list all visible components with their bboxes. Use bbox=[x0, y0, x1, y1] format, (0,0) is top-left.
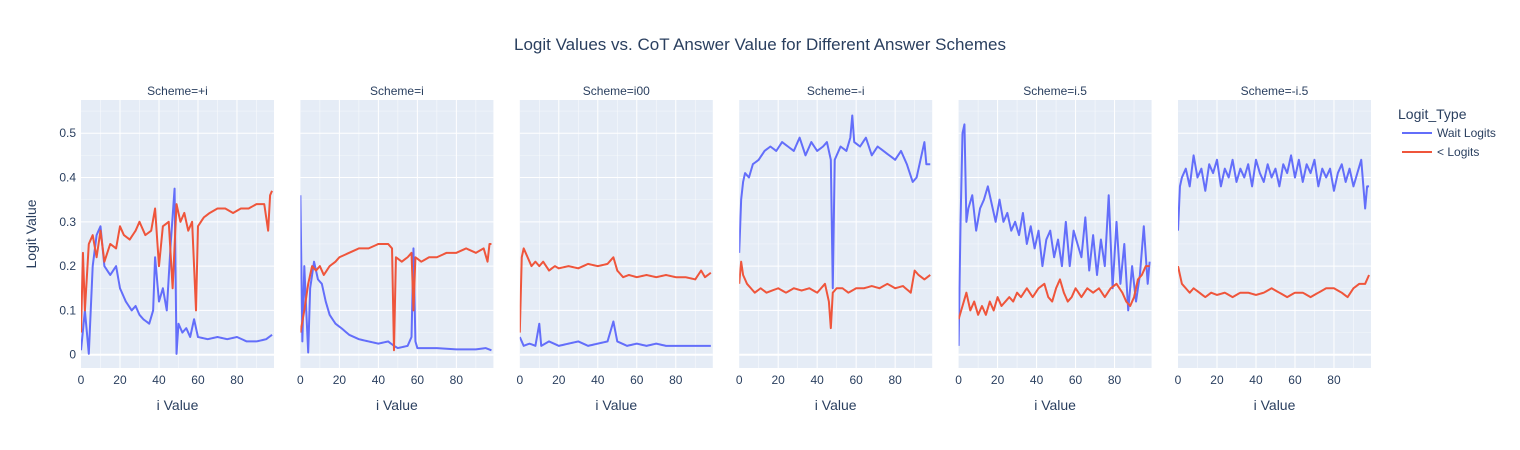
legend-entry-label: Wait Logits bbox=[1437, 126, 1496, 140]
plot-background bbox=[519, 100, 713, 368]
x-tick-label: 0 bbox=[516, 373, 523, 387]
facet-5: Scheme=i.5 0 20 40 60 80 i Value bbox=[955, 84, 1152, 413]
x-tick-label: 20 bbox=[333, 373, 347, 387]
y-tick-label: 0.5 bbox=[59, 126, 76, 140]
x-axis-label: i Value bbox=[1034, 397, 1076, 413]
series-line-lt-logits bbox=[300, 242, 492, 352]
x-tick-label: 40 bbox=[1030, 373, 1044, 387]
x-tick-label: 80 bbox=[888, 373, 902, 387]
x-tick-label: 60 bbox=[1069, 373, 1083, 387]
x-tick-label: 0 bbox=[736, 373, 743, 387]
x-tick-label: 20 bbox=[113, 373, 127, 387]
facets: Scheme=+i 0 20 40 60 80 i Value Scheme=i 0 20 40 60… bbox=[59, 84, 1371, 413]
x-tick-label: 20 bbox=[991, 373, 1005, 387]
plot-background bbox=[739, 100, 933, 368]
plot-background bbox=[300, 100, 494, 368]
x-tick-label: 0 bbox=[1175, 373, 1182, 387]
x-tick-label: 60 bbox=[849, 373, 863, 387]
facet-label: Scheme=-i.5 bbox=[1241, 84, 1309, 98]
x-tick-label: 80 bbox=[230, 373, 244, 387]
series-line-wait-logits bbox=[300, 195, 492, 354]
x-tick-label: 0 bbox=[78, 373, 85, 387]
x-tick-label: 60 bbox=[1288, 373, 1302, 387]
y-axis-label: Logit Value bbox=[23, 199, 39, 268]
facet-1: Scheme=+i 0 20 40 60 80 i Value bbox=[78, 84, 274, 413]
plot-background bbox=[958, 100, 1152, 368]
series-line-lt-logits bbox=[81, 190, 273, 333]
facet-4: Scheme=-i 0 20 40 60 80 i Value bbox=[736, 84, 933, 413]
facet-2: Scheme=i 0 20 40 60 80 i Value bbox=[297, 84, 494, 413]
x-tick-label: 0 bbox=[955, 373, 962, 387]
series-line-wait-logits bbox=[519, 320, 711, 347]
series-line-wait-logits bbox=[1178, 154, 1370, 231]
facet-label: Scheme=i.5 bbox=[1023, 84, 1087, 98]
plot-background bbox=[1178, 100, 1371, 368]
x-tick-label: 80 bbox=[1108, 373, 1122, 387]
y-tick-label: 0.1 bbox=[59, 303, 76, 317]
x-axis-label: i Value bbox=[595, 397, 637, 413]
x-tick-label: 40 bbox=[811, 373, 825, 387]
y-tick-label: 0.3 bbox=[59, 215, 76, 229]
x-tick-label: 20 bbox=[552, 373, 566, 387]
x-tick-label: 40 bbox=[372, 373, 386, 387]
facet-label: Scheme=+i bbox=[147, 84, 208, 98]
x-tick-label: 20 bbox=[1210, 373, 1224, 387]
x-tick-label: 40 bbox=[152, 373, 166, 387]
y-tick-label: 0.2 bbox=[59, 259, 76, 273]
series-line-wait-logits bbox=[958, 123, 1151, 346]
series-line-lt-logits bbox=[739, 260, 931, 330]
x-axis-label: i Value bbox=[376, 397, 418, 413]
facet-label: Scheme=i00 bbox=[583, 84, 650, 98]
facet-3: Scheme=i00 0 20 40 60 80 i Value bbox=[516, 84, 713, 413]
x-axis-label: i Value bbox=[157, 397, 199, 413]
x-tick-label: 0 bbox=[297, 373, 304, 387]
x-tick-label: 80 bbox=[1327, 373, 1341, 387]
x-tick-label: 60 bbox=[191, 373, 205, 387]
facet-label: Scheme=-i bbox=[807, 84, 865, 98]
plot-background bbox=[81, 100, 274, 368]
x-tick-label: 40 bbox=[1249, 373, 1263, 387]
series-line-wait-logits bbox=[81, 187, 273, 355]
y-ticks: 0 0.1 0.2 0.3 0.4 0.5 bbox=[59, 126, 76, 361]
series-line-lt-logits bbox=[958, 265, 1150, 320]
x-axis-label: i Value bbox=[1254, 397, 1296, 413]
series-line-lt-logits bbox=[519, 247, 712, 333]
chart-title: Logit Values vs. CoT Answer Value for Di… bbox=[514, 35, 1006, 54]
series-line-wait-logits bbox=[739, 114, 931, 290]
legend-title: Logit_Type bbox=[1398, 106, 1467, 122]
x-tick-label: 60 bbox=[411, 373, 425, 387]
x-tick-label: 40 bbox=[591, 373, 605, 387]
series-line-lt-logits bbox=[1178, 265, 1370, 299]
facet-6: Scheme=-i.5 0 20 40 60 80 i Value bbox=[1175, 84, 1371, 413]
facet-label: Scheme=i bbox=[370, 84, 424, 98]
x-tick-label: 20 bbox=[772, 373, 786, 387]
y-tick-label: 0.4 bbox=[59, 171, 76, 185]
legend: Logit_Type Wait Logits < Logits bbox=[1398, 106, 1496, 159]
x-tick-label: 80 bbox=[669, 373, 683, 387]
x-axis-label: i Value bbox=[815, 397, 857, 413]
legend-entry-label: < Logits bbox=[1437, 145, 1479, 159]
x-tick-label: 60 bbox=[630, 373, 644, 387]
x-tick-label: 80 bbox=[450, 373, 464, 387]
y-tick-label: 0 bbox=[69, 348, 76, 362]
